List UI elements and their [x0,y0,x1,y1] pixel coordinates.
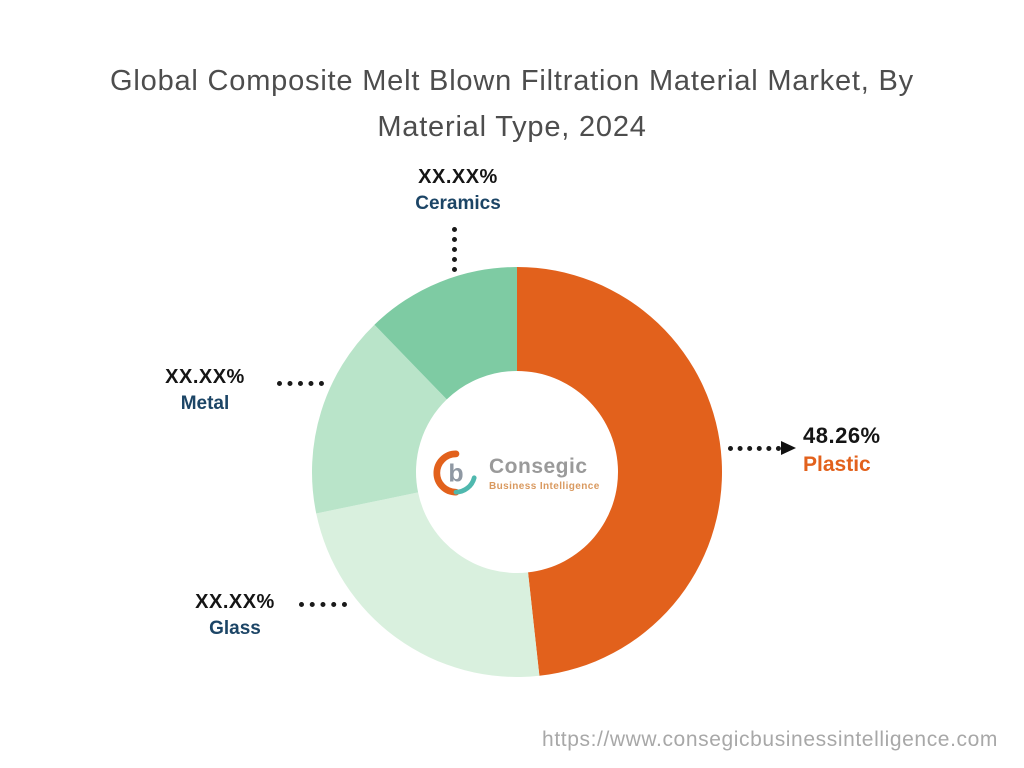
ceramics-label: Ceramics [415,193,501,214]
glass-value: XX.XX% [195,591,275,613]
donut-segment-glass [316,492,540,677]
plastic-value: 48.26% [803,423,881,448]
donut-chart [312,267,723,677]
metal-leader-line [277,381,324,386]
callout-plastic: 48.26% Plastic [803,423,933,477]
callout-ceramics: XX.XX% Ceramics [388,166,528,215]
metal-label: Metal [180,393,230,414]
donut-segment-ceramics [374,267,517,400]
ceramics-leader-line [452,227,457,272]
plastic-arrowhead-icon [781,441,796,455]
donut-segment-metal [312,324,447,514]
metal-value: XX.XX% [165,366,245,388]
plastic-leader-line [728,446,781,451]
glass-leader-line [299,602,347,607]
consegic-logo: b Consegic Business Intelligence [433,443,613,503]
plastic-label: Plastic [803,453,871,476]
callout-glass: XX.XX% Glass [173,591,297,640]
chart-title: Global Composite Melt Blown Filtration M… [110,65,914,143]
logo-name: Consegic [489,454,588,478]
glass-label: Glass [209,618,261,639]
svg-text:b: b [448,460,463,488]
consegic-logo-text: Consegic Business Intelligence [489,455,600,492]
logo-subtitle: Business Intelligence [489,480,600,492]
ceramics-value: XX.XX% [418,166,498,188]
consegic-logo-icon: b [433,450,477,496]
source-url: https://www.consegicbusinessintelligence… [542,728,998,751]
donut-segment-plastic [517,267,723,676]
callout-metal: XX.XX% Metal [145,366,265,415]
